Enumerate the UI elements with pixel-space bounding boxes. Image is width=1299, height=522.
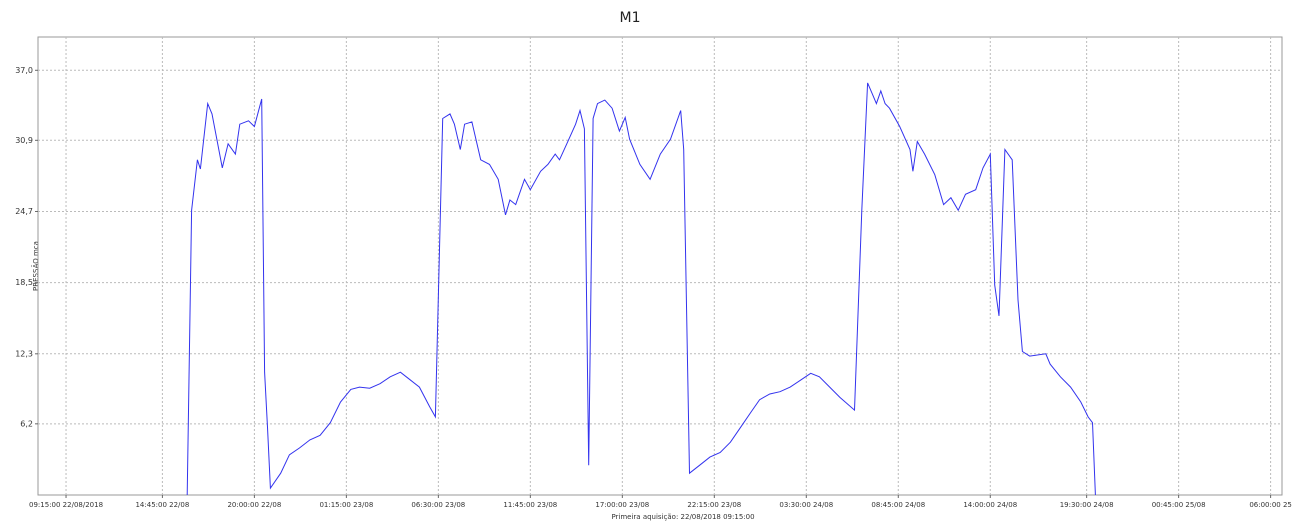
y-tick-label: 12,3 xyxy=(15,349,33,358)
x-tick-label: 17:00:00 23/08 xyxy=(595,501,649,509)
x-tick-label: 09:15:00 22/08/2018 xyxy=(29,501,103,509)
y-tick-label: 30,9 xyxy=(15,136,33,145)
x-tick-label: 22:15:00 23/08 xyxy=(687,501,741,509)
x-tick-label: 00:45:00 25/08 xyxy=(1152,501,1206,509)
y-axis-label: PRESSÃO mca xyxy=(31,241,40,291)
y-tick-label: 6,2 xyxy=(20,419,33,428)
subtitle: Primeira aquisição: 22/08/2018 09:15:00 xyxy=(611,513,754,521)
y-tick-label: 18,5 xyxy=(15,278,33,287)
y-tick-label: 37,0 xyxy=(15,66,33,75)
x-tick-label: 08:45:00 24/08 xyxy=(871,501,925,509)
x-tick-label: 11:45:00 23/08 xyxy=(503,501,557,509)
plot-area xyxy=(37,36,1283,496)
data-line xyxy=(186,82,1096,496)
x-tick-label: 03:30:00 24/08 xyxy=(779,501,833,509)
x-tick-label: 06:00:00 25 xyxy=(1249,501,1292,509)
x-tick-label: 01:15:00 23/08 xyxy=(319,501,373,509)
x-tick-label: 06:30:00 23/08 xyxy=(411,501,465,509)
x-tick-label: 20:00:00 22/08 xyxy=(227,501,281,509)
x-tick-label: 14:45:00 22/08 xyxy=(135,501,189,509)
x-tick-label: 19:30:00 24/08 xyxy=(1060,501,1114,509)
x-tick-label: 14:00:00 24/08 xyxy=(963,501,1017,509)
y-tick-label: 24,7 xyxy=(15,207,33,216)
chart-title: M1 xyxy=(620,10,641,26)
